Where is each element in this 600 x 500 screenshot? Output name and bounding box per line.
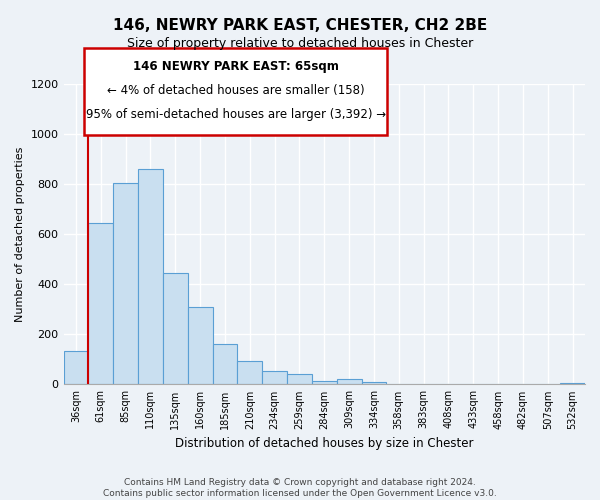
FancyBboxPatch shape [85, 48, 387, 135]
Text: 146, NEWRY PARK EAST, CHESTER, CH2 2BE: 146, NEWRY PARK EAST, CHESTER, CH2 2BE [113, 18, 487, 32]
Bar [64, 350, 88, 384]
Bar [212, 344, 238, 385]
Text: ← 4% of detached houses are smaller (158): ← 4% of detached houses are smaller (158… [107, 84, 364, 97]
Bar [362, 382, 386, 384]
Bar [262, 372, 287, 384]
Bar [238, 360, 262, 384]
Text: Contains HM Land Registry data © Crown copyright and database right 2024.
Contai: Contains HM Land Registry data © Crown c… [103, 478, 497, 498]
Bar [312, 380, 337, 384]
Bar [337, 379, 362, 384]
Text: 146 NEWRY PARK EAST: 65sqm: 146 NEWRY PARK EAST: 65sqm [133, 60, 338, 73]
X-axis label: Distribution of detached houses by size in Chester: Distribution of detached houses by size … [175, 437, 473, 450]
Y-axis label: Number of detached properties: Number of detached properties [15, 146, 25, 322]
Bar [560, 383, 585, 384]
Bar [163, 273, 188, 384]
Bar [287, 374, 312, 384]
Bar [88, 223, 113, 384]
Bar [188, 307, 212, 384]
Bar [138, 169, 163, 384]
Text: 95% of semi-detached houses are larger (3,392) →: 95% of semi-detached houses are larger (… [86, 108, 386, 121]
Bar [113, 183, 138, 384]
Text: Size of property relative to detached houses in Chester: Size of property relative to detached ho… [127, 38, 473, 51]
